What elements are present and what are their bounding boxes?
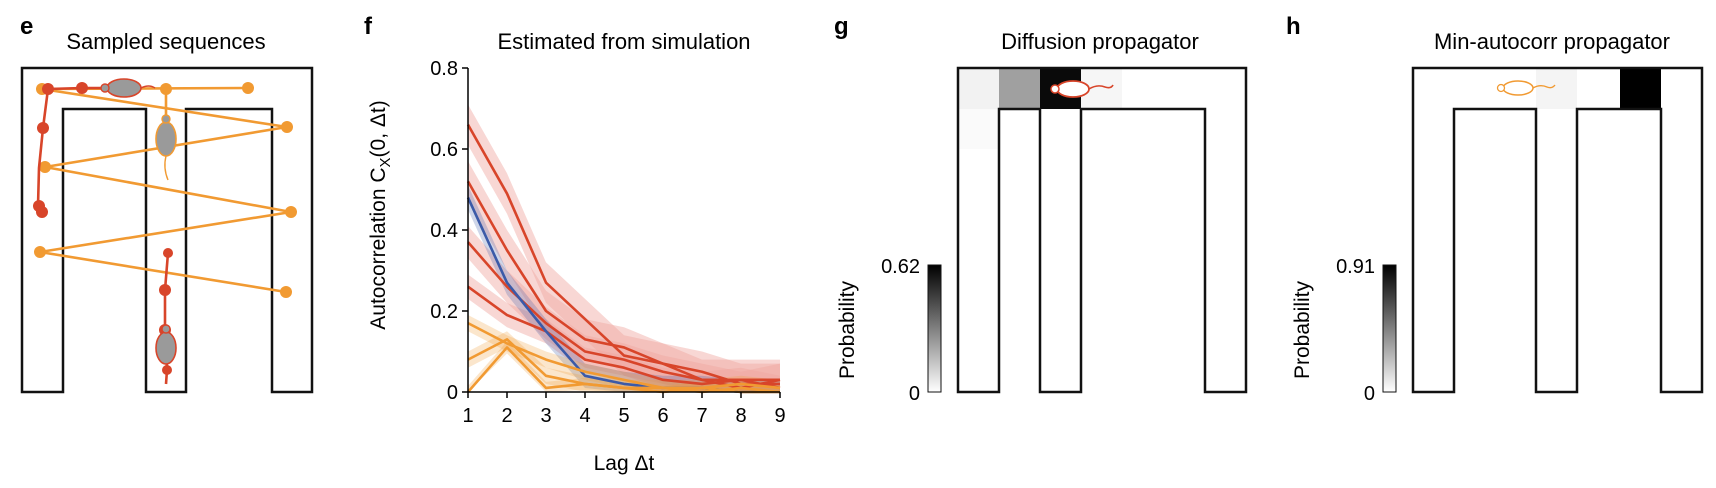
x-tick-label: 3: [540, 405, 551, 427]
y-tick-label: 0: [447, 382, 458, 404]
heat-cell: [958, 109, 999, 149]
x-axis-label: Lag Δt: [594, 452, 655, 475]
panel-title-g: Diffusion propagator: [1001, 29, 1199, 54]
maze-outline-h: [1411, 66, 1704, 394]
trajectory-dot: [281, 121, 293, 133]
trajectory-dot: [36, 206, 48, 218]
mouse-icon: [155, 324, 177, 365]
y-tick-label: 0.8: [430, 58, 458, 80]
series-band-red-2: [468, 161, 780, 392]
series-line-orange-3: [467, 346, 780, 394]
trajectory-dot: [159, 284, 171, 296]
trajectory-dot: [285, 206, 297, 218]
mouse-icon: [1496, 80, 1556, 96]
panel-letter-h: h: [1286, 13, 1301, 40]
colorbar-max: 0.91: [1336, 256, 1375, 278]
colorbar-min: 0: [1364, 383, 1375, 405]
colorbar-label: Probability: [836, 280, 859, 379]
x-tick-label: 2: [501, 405, 512, 427]
panel-h: h Min-autocorr propagator 0.91 0 Probabi…: [1286, 13, 1704, 405]
trajectory-dot: [34, 246, 46, 258]
colorbar-min: 0: [909, 383, 920, 405]
y-axis-label-args: (0, Δt): [367, 100, 390, 157]
colorbar-max: 0.62: [881, 256, 920, 278]
series-band-blue: [468, 185, 780, 392]
maze-outline-g: [956, 66, 1248, 394]
trajectory-dot: [242, 82, 254, 94]
heat-cell: [1620, 68, 1661, 109]
chart-axes: 1 2 3 4 5 6 7 8 9 0 0.2 0.4 0.6 0.8: [430, 58, 785, 427]
series-line-red-4: [467, 285, 781, 390]
panel-letter-g: g: [834, 13, 849, 40]
colorbar: [1382, 264, 1397, 393]
trajectory-dot: [76, 82, 88, 94]
trajectory-dot: [39, 161, 51, 173]
y-tick-label: 0.4: [430, 220, 458, 242]
series-line-red-2: [466, 180, 780, 382]
panel-letter-f: f: [364, 13, 373, 40]
y-tick-label: 0.6: [430, 139, 458, 161]
panel-f: f Estimated from simulation 1 2 3 4 5 6 7 8 9 0 0.…: [364, 13, 786, 475]
series-line-orange-1: [467, 321, 781, 390]
y-axis-label: Autocorrelation CX(0, Δt): [367, 100, 394, 329]
y-tick-label: 0.2: [430, 301, 458, 323]
maze-outline-e: [20, 66, 314, 394]
x-tick-label: 9: [774, 405, 785, 427]
trajectory-dot: [37, 122, 49, 134]
y-axis-label-main: Autocorrelation C: [367, 167, 390, 329]
trajectory-dot: [163, 248, 173, 258]
heat-cell: [958, 68, 999, 109]
trajectory-dot: [280, 286, 292, 298]
trajectory-orange-zigzag: [39, 87, 292, 294]
trajectory-dot: [162, 365, 172, 375]
chart-bands: [468, 104, 780, 392]
chart-lines: [466, 124, 781, 394]
colorbar-label: Probability: [1291, 280, 1314, 379]
colorbar: [927, 264, 942, 393]
mouse-icon: [100, 78, 156, 98]
panel-e: e Sampled sequences: [20, 13, 314, 394]
mouse-icon: [155, 114, 177, 181]
x-tick-label: 5: [618, 405, 629, 427]
trajectory-dot: [42, 83, 54, 95]
x-tick-label: 8: [735, 405, 746, 427]
panel-title-e: Sampled sequences: [66, 29, 265, 54]
x-tick-label: 7: [696, 405, 707, 427]
x-tick-label: 1: [462, 405, 473, 427]
x-tick-label: 6: [657, 405, 668, 427]
trajectory-red-dots: [33, 82, 173, 375]
heat-cell: [999, 68, 1040, 109]
panel-letter-e: e: [20, 13, 33, 40]
heat-cell: [1536, 68, 1577, 109]
panel-title-h: Min-autocorr propagator: [1434, 29, 1670, 54]
trajectory-dot: [160, 83, 172, 95]
trajectory-red: [36, 88, 50, 213]
mouse-icon: [1050, 80, 1114, 98]
chart-title: Estimated from simulation: [497, 29, 750, 54]
y-axis-label-sub: X: [377, 157, 394, 167]
panel-g: g Diffusion propagator 0.62 0 Probabilit…: [834, 13, 1248, 405]
x-tick-label: 4: [579, 405, 590, 427]
